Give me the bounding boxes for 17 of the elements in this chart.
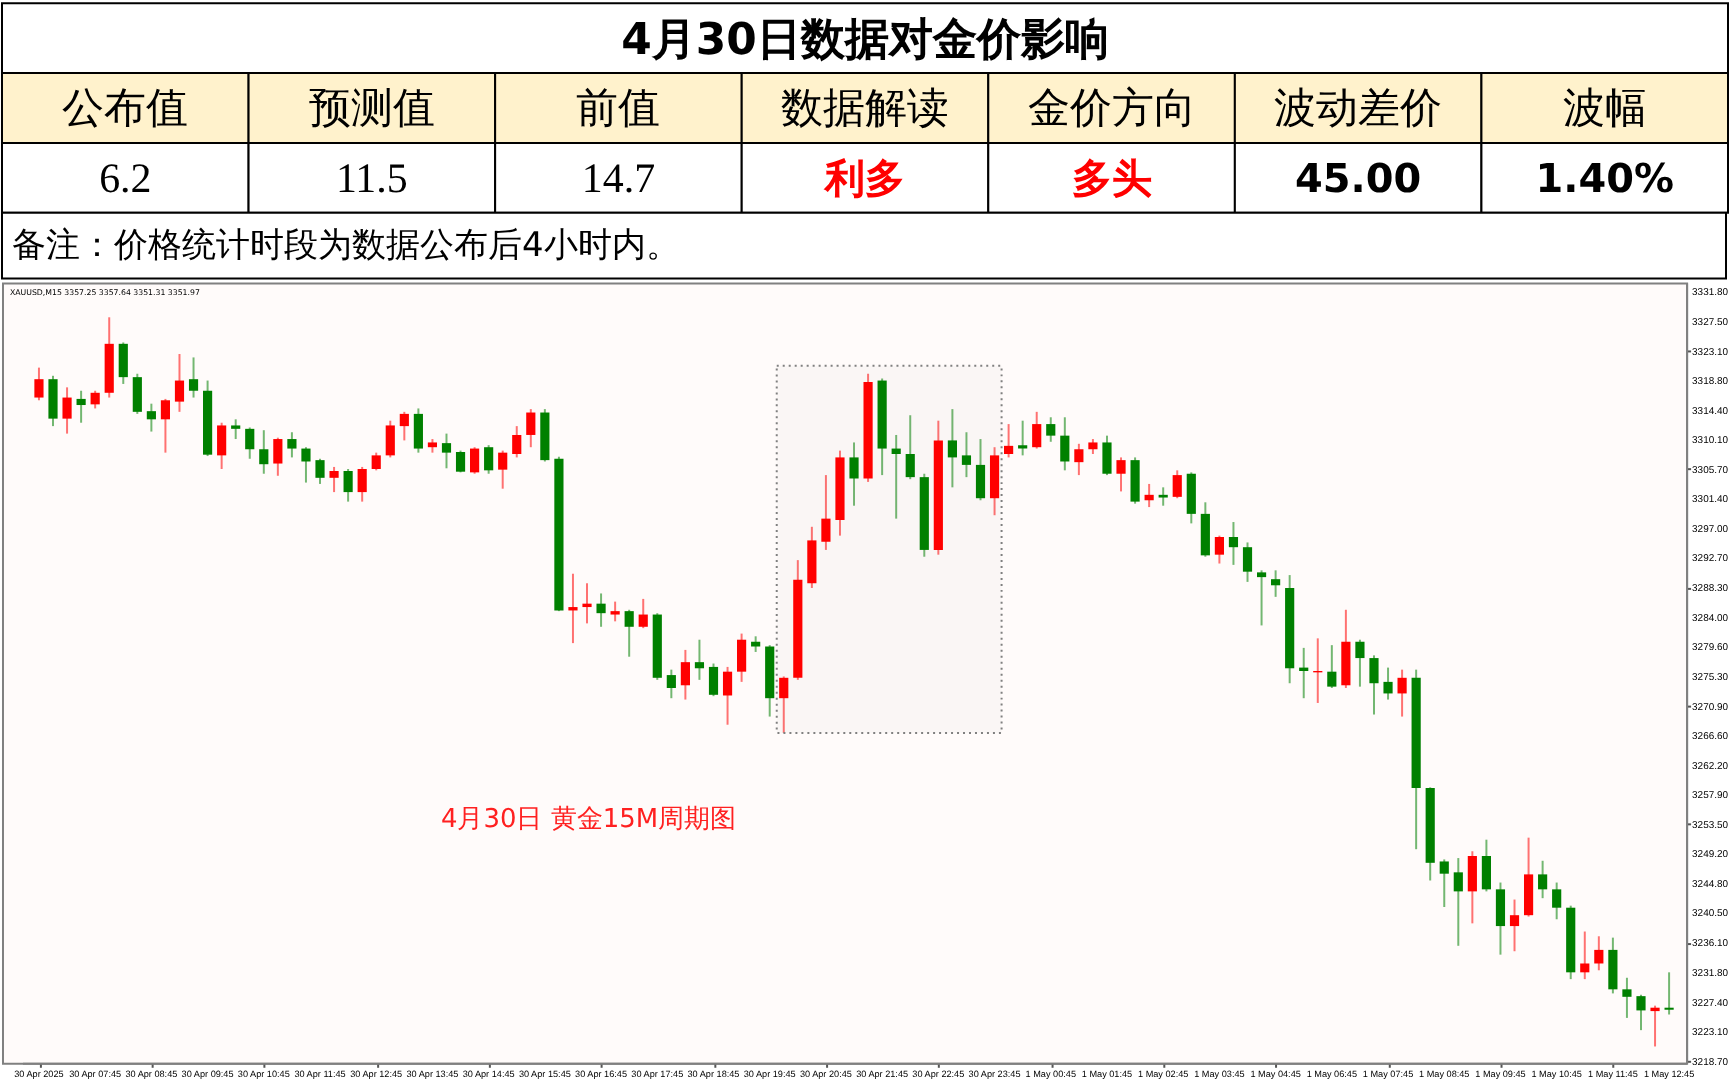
text: 11.5 [335,153,408,202]
text: 6.2 [99,153,152,202]
category-label: 金价方向 [1027,83,1196,132]
text: 1.40% [1535,153,1674,202]
text: 4月30日数据对金价影响 [621,16,1109,67]
annotation: 4月30日 黄金15M周期图 [440,805,737,836]
text: 45.00 [1295,153,1422,202]
category-label: 波动差价 [1274,83,1443,132]
category-label: 波幅 [1562,83,1647,132]
text: 备注：价格统计时段为数据公布后4小时内。 [11,223,680,264]
category-label: 公布值 [62,83,189,132]
category-label: 前值 [576,83,661,132]
text: 多头 [1071,153,1152,202]
category-label: 预测值 [308,83,435,132]
text: 利多 [825,153,905,202]
text: 14.7 [581,153,656,202]
category-label: 数据解读 [781,83,949,132]
